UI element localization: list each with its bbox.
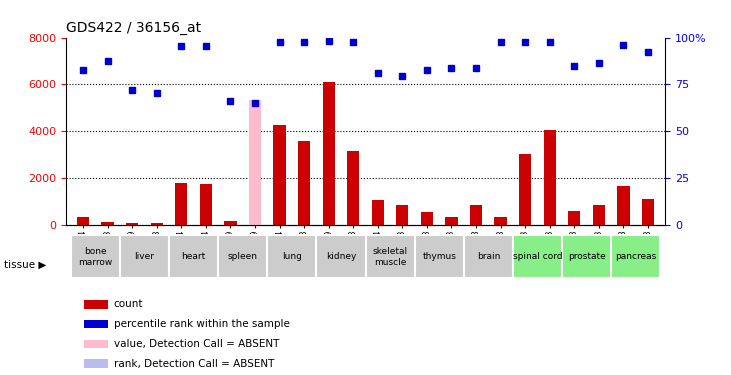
Bar (568, 211, 580, 225)
Bar (224, 222, 237, 225)
Bar (347, 151, 360, 225)
Bar (463, 235, 513, 279)
Bar (77, 217, 89, 225)
Text: heart: heart (181, 252, 205, 261)
Bar (273, 125, 286, 225)
Bar (84, 320, 107, 328)
Bar (71, 235, 120, 279)
Text: percentile rank within the sample: percentile rank within the sample (114, 319, 289, 329)
Text: count: count (114, 299, 143, 309)
Bar (396, 205, 409, 225)
Text: pancreas: pancreas (615, 252, 656, 261)
Bar (414, 235, 463, 279)
Bar (562, 235, 611, 279)
Text: liver: liver (135, 252, 154, 261)
Bar (593, 205, 605, 225)
Text: skeletal
muscle: skeletal muscle (373, 247, 408, 267)
Bar (470, 205, 482, 225)
Bar (519, 153, 531, 225)
Bar (317, 235, 366, 279)
Text: spinal cord: spinal cord (512, 252, 562, 261)
Bar (642, 199, 654, 225)
Bar (513, 235, 562, 279)
Bar (268, 235, 317, 279)
Text: bone
marrow: bone marrow (78, 247, 113, 267)
Text: thymus: thymus (423, 252, 456, 261)
Bar (200, 184, 212, 225)
Text: lung: lung (282, 252, 302, 261)
Bar (322, 82, 335, 225)
Bar (84, 300, 107, 309)
Bar (298, 141, 310, 225)
Bar (544, 130, 556, 225)
Bar (371, 200, 384, 225)
Text: spleen: spleen (227, 252, 257, 261)
Text: brain: brain (477, 252, 500, 261)
Bar (120, 235, 169, 279)
Bar (249, 100, 261, 225)
Bar (151, 223, 163, 225)
Text: tissue ▶: tissue ▶ (4, 260, 46, 269)
Text: kidney: kidney (326, 252, 356, 261)
Bar (84, 340, 107, 348)
Bar (494, 217, 507, 225)
Bar (102, 222, 114, 225)
Bar (611, 235, 660, 279)
Text: rank, Detection Call = ABSENT: rank, Detection Call = ABSENT (114, 359, 274, 369)
Bar (169, 235, 218, 279)
Bar (175, 183, 187, 225)
Bar (84, 360, 107, 368)
Bar (421, 212, 433, 225)
Bar (126, 223, 138, 225)
Bar (366, 235, 414, 279)
Text: prostate: prostate (568, 252, 605, 261)
Bar (617, 186, 629, 225)
Text: value, Detection Call = ABSENT: value, Detection Call = ABSENT (114, 339, 279, 349)
Text: GDS422 / 36156_at: GDS422 / 36156_at (66, 21, 201, 35)
Bar (445, 217, 458, 225)
Bar (249, 220, 261, 225)
Bar (218, 235, 268, 279)
